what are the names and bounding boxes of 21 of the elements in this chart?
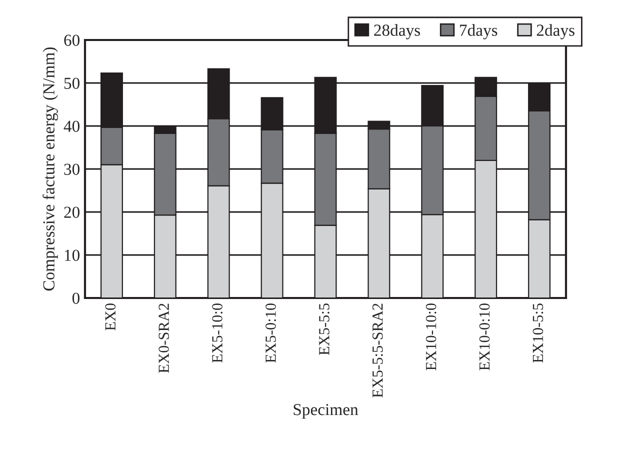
y-tick-label: 40 xyxy=(64,120,80,132)
y-tick-label: 50 xyxy=(64,78,80,89)
y-tick-label: 20 xyxy=(64,206,80,218)
x-tick-label: EX10-0:10 xyxy=(479,303,490,370)
x-tick-label: EX5-5:5 xyxy=(319,303,330,356)
x-tick-label: EX10-5:5 xyxy=(532,303,544,363)
x-axis-title: Specimen xyxy=(294,404,358,419)
legend-label: 7days xyxy=(460,24,498,40)
x-tick-label: EX5-5:5-SRA2 xyxy=(372,304,383,398)
y-tick-label: 10 xyxy=(64,250,80,261)
y-tick-label: 30 xyxy=(64,164,80,175)
legend-label: 2days xyxy=(536,24,574,40)
x-tick-label: EX5-0:10 xyxy=(266,303,276,363)
x-tick-label: EX10-10:0 xyxy=(426,303,436,370)
x-tick-label: EX0-SRA2 xyxy=(158,304,169,373)
legend-label: 28days xyxy=(374,24,420,40)
y-tick-label: 60 xyxy=(64,34,80,46)
y-tick-label: 0 xyxy=(72,292,80,304)
x-tick-label: EX0 xyxy=(105,303,116,330)
x-tick-label: EX5-10:0 xyxy=(212,303,222,363)
y-axis-title: Compressive facture energy (N/mm) xyxy=(42,47,58,291)
